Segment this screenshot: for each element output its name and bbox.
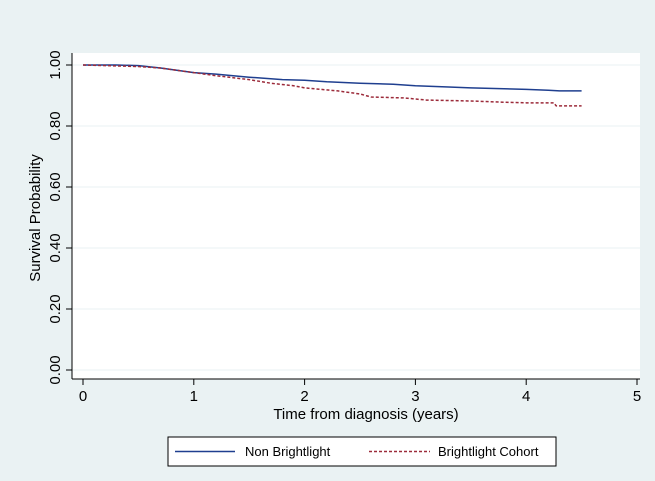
x-tick-label-1: 1 (190, 388, 198, 405)
legend-label-non-brightlight: Non Brightlight (245, 444, 331, 459)
y-tick-label-4: 0.80 (47, 111, 64, 140)
y-tick-label-1: 0.20 (47, 294, 64, 323)
y-tick-label-5: 1.00 (47, 50, 64, 79)
plot-area (72, 53, 640, 379)
x-tick-label-5: 5 (633, 388, 641, 405)
series-line-brightlight-cohort (82, 64, 582, 107)
axes (71, 53, 640, 380)
legend: Non Brightlight Brightlight Cohort (167, 436, 557, 467)
y-tick-label-0: 0.00 (47, 355, 64, 384)
gridlines (72, 64, 640, 371)
y-tick-label-3: 0.60 (47, 172, 64, 201)
x-tick-label-3: 3 (411, 388, 419, 405)
series-lines (82, 64, 582, 107)
tick-labels: 0 1 2 3 4 5 0.00 0.20 0.40 0.60 0.80 1.00 (47, 50, 641, 405)
x-tick-label-2: 2 (300, 388, 308, 405)
x-tick-label-4: 4 (522, 388, 530, 405)
y-axis-title: Survival Probability (27, 154, 44, 282)
x-axis-title: Time from diagnosis (years) (273, 406, 458, 423)
y-tick-label-2: 0.40 (47, 233, 64, 262)
x-tick-label-0: 0 (79, 388, 87, 405)
series-line-non-brightlight (83, 64, 582, 92)
legend-label-brightlight-cohort: Brightlight Cohort (438, 444, 539, 459)
